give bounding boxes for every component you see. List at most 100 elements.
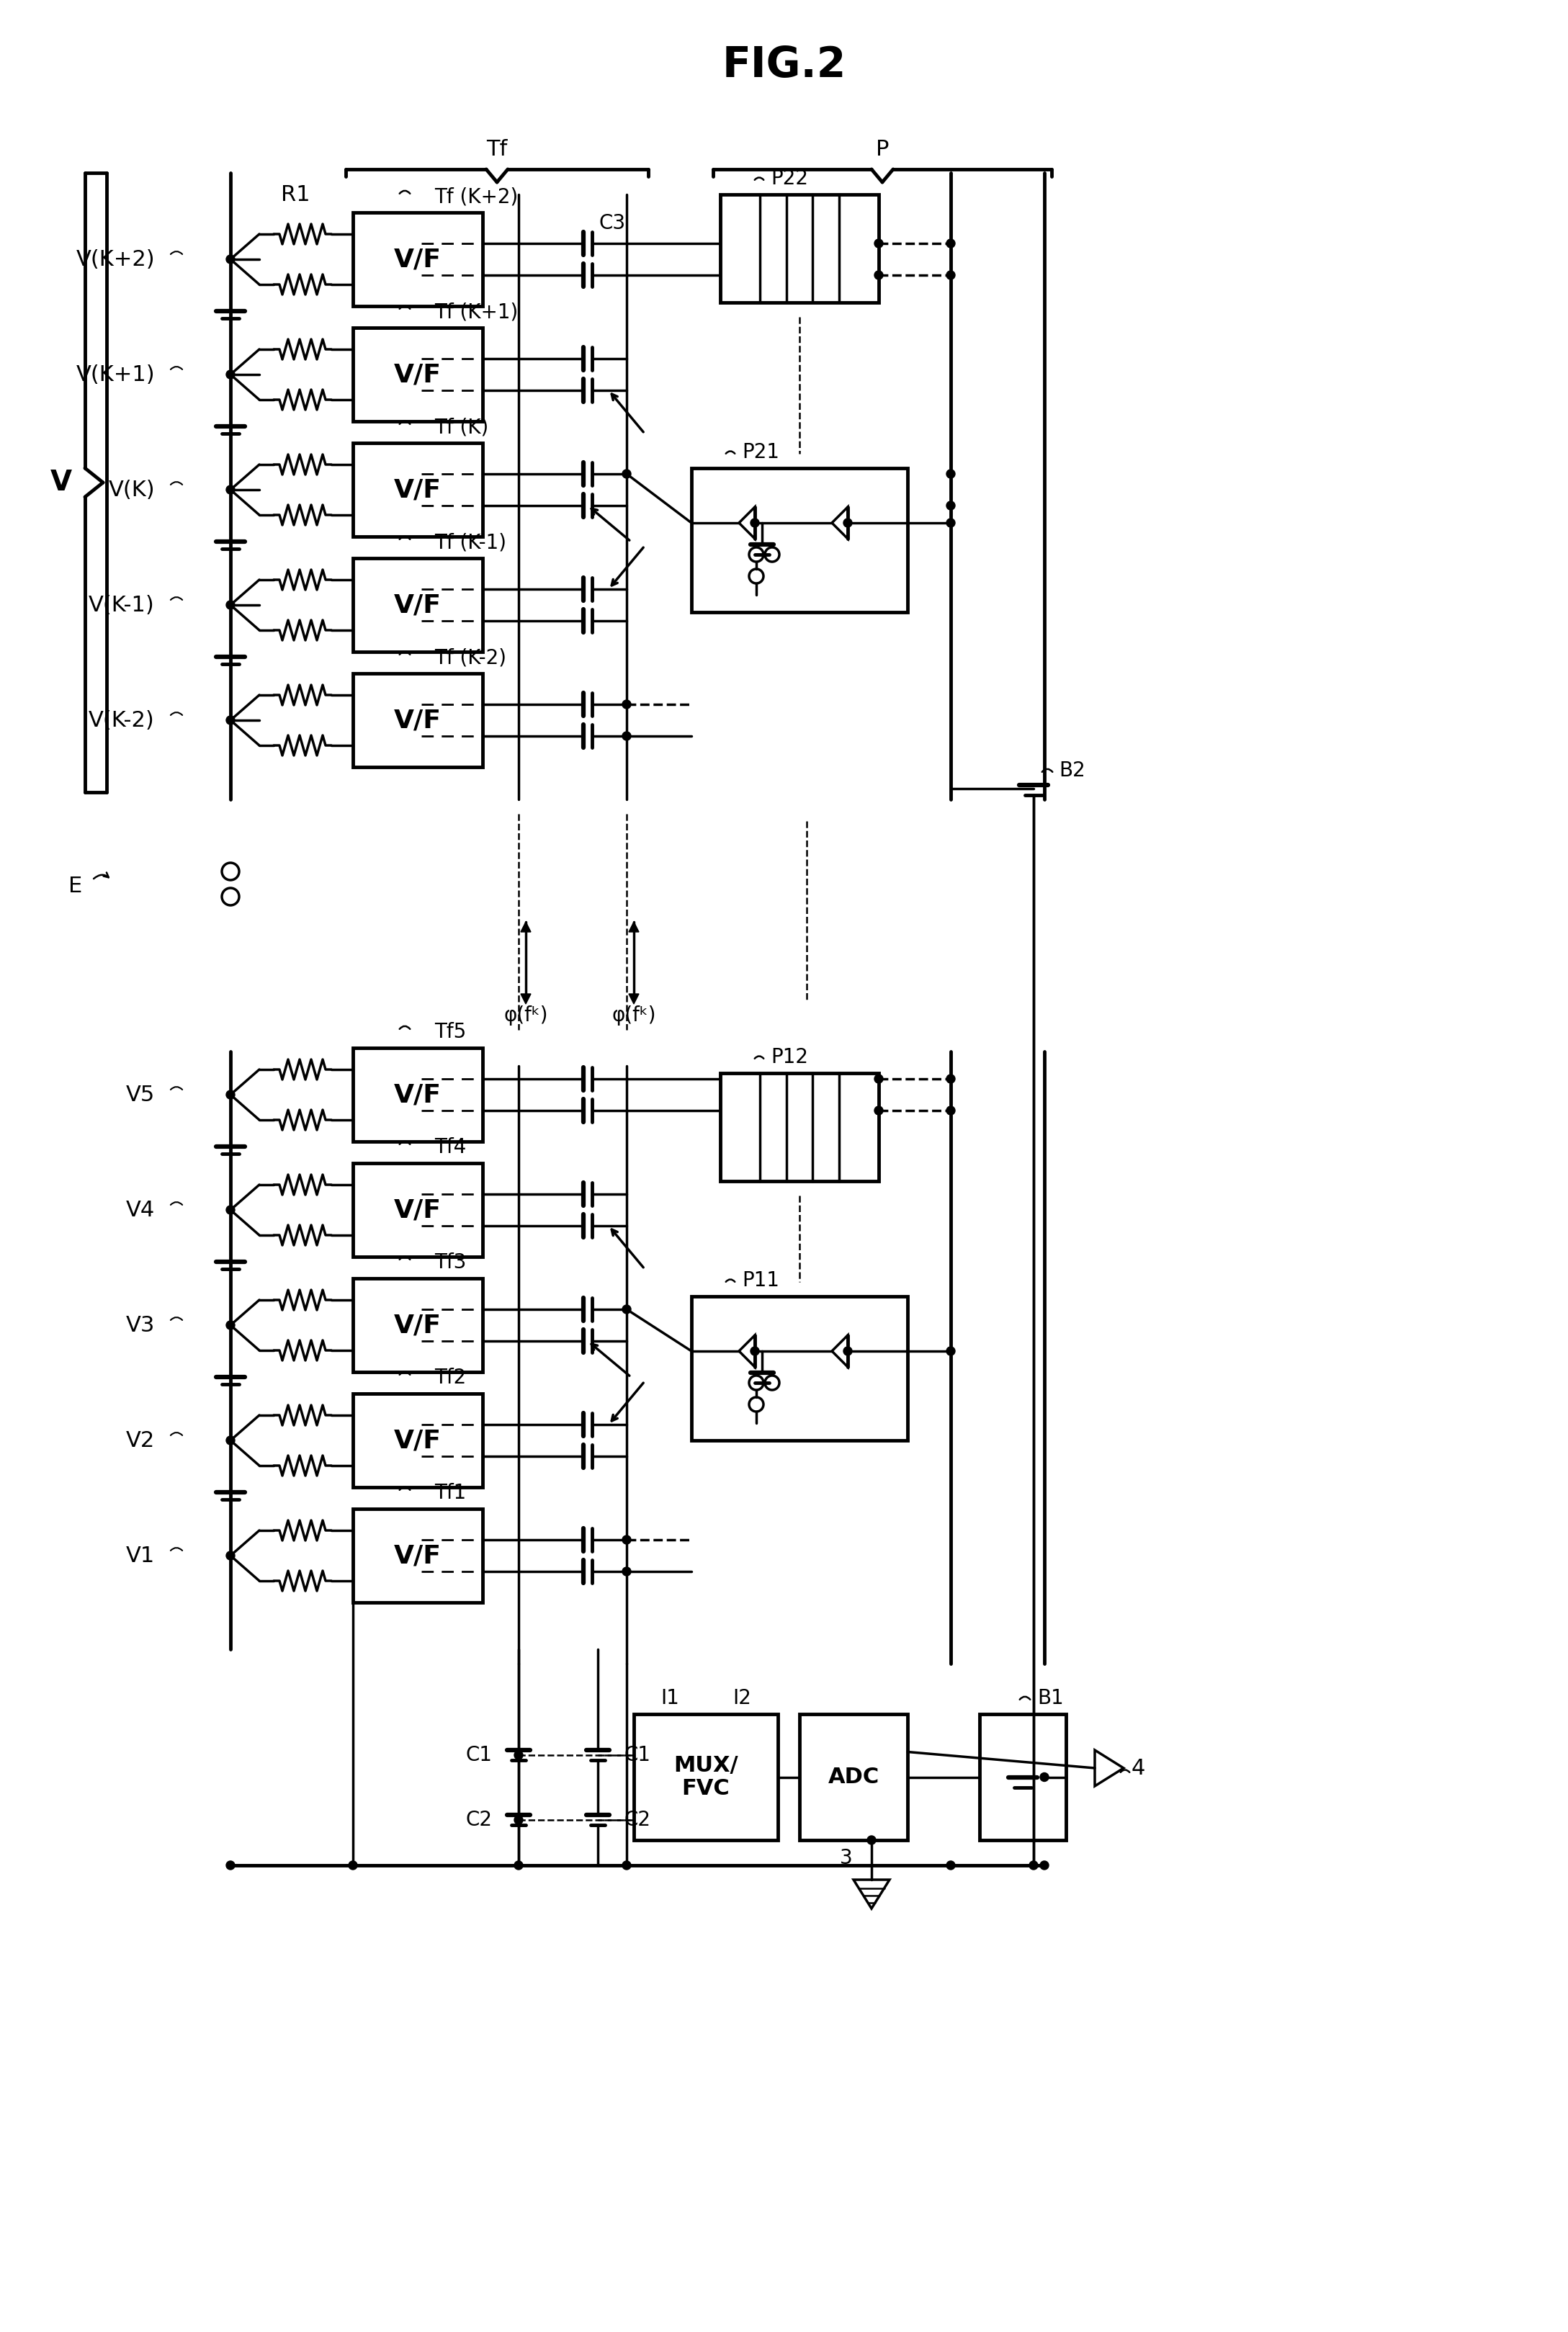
Text: ADC: ADC [828,1768,880,1789]
Polygon shape [739,1336,754,1367]
Text: V/F: V/F [394,1082,442,1108]
Circle shape [226,602,235,609]
Text: V/F: V/F [394,1544,442,1567]
Polygon shape [521,921,532,933]
Bar [353,212,483,305]
Text: I2: I2 [732,1688,751,1709]
Polygon shape [629,921,638,933]
Circle shape [947,271,955,280]
Bar [353,1395,483,1488]
Text: I1: I1 [660,1688,679,1709]
Text: V/F: V/F [394,709,442,732]
Text: Tf: Tf [486,138,508,159]
Circle shape [514,1751,522,1758]
Text: C2: C2 [624,1810,651,1831]
Bar [720,194,878,303]
Text: V/F: V/F [394,361,442,387]
Circle shape [947,240,955,247]
Bar [353,1047,483,1140]
Circle shape [947,1075,955,1082]
Polygon shape [629,993,638,1005]
Bar [800,1714,908,1840]
Text: V2: V2 [125,1430,155,1451]
Bar [691,469,908,613]
Text: V(K-2): V(K-2) [89,709,155,730]
Circle shape [875,240,883,247]
Circle shape [514,1817,522,1824]
Circle shape [622,1567,630,1576]
Bar [353,1164,483,1257]
Circle shape [751,1348,759,1355]
Circle shape [1040,1772,1049,1782]
Circle shape [844,1348,851,1355]
Circle shape [226,1437,235,1446]
Text: Tf3: Tf3 [434,1252,466,1273]
Polygon shape [853,1880,889,1908]
Text: 4: 4 [1131,1758,1145,1779]
Text: V(K+1): V(K+1) [75,364,155,385]
Circle shape [226,1551,235,1560]
Text: FVC: FVC [682,1779,729,1798]
Circle shape [622,469,630,478]
Text: C1: C1 [466,1744,492,1765]
Circle shape [226,371,235,378]
Circle shape [844,518,851,527]
Bar [353,674,483,767]
Circle shape [1040,1861,1049,1870]
Text: E: E [69,874,83,895]
Text: P11: P11 [742,1271,779,1290]
Text: 3: 3 [840,1847,853,1868]
Polygon shape [833,1336,848,1367]
Circle shape [751,518,759,527]
Text: V/F: V/F [394,247,442,271]
Bar [353,329,483,422]
Circle shape [1029,1861,1038,1870]
Circle shape [226,254,235,264]
Circle shape [226,716,235,725]
Circle shape [622,1861,630,1870]
Circle shape [622,732,630,739]
Circle shape [226,1091,235,1098]
Text: V(K-1): V(K-1) [89,595,155,616]
Circle shape [947,1105,955,1115]
Text: V/F: V/F [394,478,442,501]
Text: V5: V5 [125,1084,155,1105]
Text: C3: C3 [599,212,626,233]
Bar [353,1278,483,1371]
Text: V3: V3 [125,1315,155,1336]
Text: V/F: V/F [394,1427,442,1453]
Circle shape [622,700,630,709]
Polygon shape [833,506,848,539]
Text: V(K+2): V(K+2) [75,250,155,271]
Circle shape [622,1534,630,1544]
Text: V/F: V/F [394,1199,442,1222]
Text: Tf2: Tf2 [434,1367,466,1388]
Circle shape [348,1861,358,1870]
Text: P21: P21 [742,443,779,462]
Text: Tf (K): Tf (K) [434,417,489,436]
Text: V/F: V/F [394,592,442,618]
Circle shape [875,1075,883,1082]
Text: B1: B1 [1036,1688,1063,1709]
Bar [633,1714,778,1840]
Text: Tf1: Tf1 [434,1483,466,1504]
Text: V4: V4 [125,1199,155,1220]
Text: FIG.2: FIG.2 [721,44,847,86]
Circle shape [226,1206,235,1215]
Text: C1: C1 [624,1744,651,1765]
Circle shape [875,1105,883,1115]
Text: P12: P12 [771,1047,808,1068]
Text: P: P [875,138,889,159]
Circle shape [622,1306,630,1313]
Circle shape [875,271,883,280]
Text: V: V [50,469,72,497]
Polygon shape [739,506,754,539]
Bar [353,443,483,536]
Circle shape [947,501,955,511]
Text: V/F: V/F [394,1313,442,1339]
Bar [720,1073,878,1180]
Polygon shape [1094,1749,1124,1786]
Text: B2: B2 [1058,760,1085,781]
Bar [691,1297,908,1441]
Text: C2: C2 [466,1810,492,1831]
